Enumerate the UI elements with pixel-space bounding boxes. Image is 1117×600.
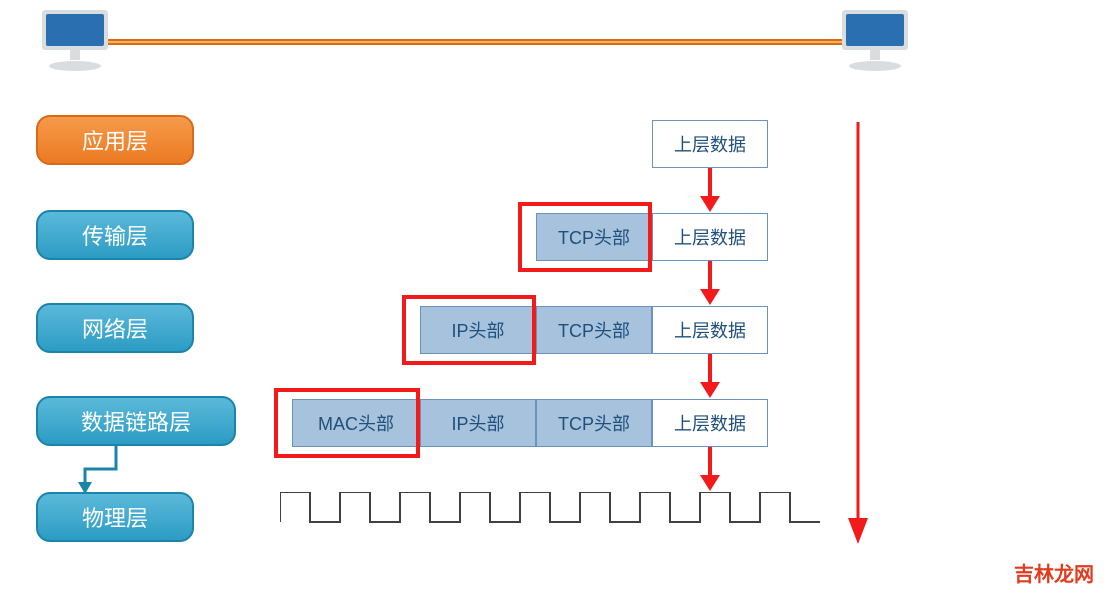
- physical-signal: [280, 492, 824, 526]
- packet-data: 上层数据: [652, 213, 768, 261]
- packet-label: 上层数据: [674, 131, 746, 157]
- packet-header: TCP头部: [536, 213, 652, 261]
- packet-label: 上层数据: [674, 317, 746, 343]
- encapsulation-arrow: [698, 168, 722, 214]
- packet-label: IP头部: [451, 410, 504, 436]
- watermark-text: 吉林龙网: [1014, 558, 1094, 587]
- link-to-phy-connector: [0, 0, 260, 600]
- packet-header: IP头部: [420, 399, 536, 447]
- packet-header: IP头部: [420, 306, 536, 354]
- packet-header: MAC头部: [292, 399, 420, 447]
- packet-label: 上层数据: [674, 224, 746, 250]
- packet-header: TCP头部: [536, 399, 652, 447]
- packet-data: 上层数据: [652, 306, 768, 354]
- packet-label: IP头部: [451, 317, 504, 343]
- encapsulation-arrow: [698, 354, 722, 400]
- packet-data: 上层数据: [652, 120, 768, 168]
- encapsulation-arrow: [698, 261, 722, 307]
- big-down-arrow: [842, 122, 874, 544]
- packet-label: TCP头部: [558, 317, 630, 343]
- packet-header: TCP头部: [536, 306, 652, 354]
- packet-label: TCP头部: [558, 410, 630, 436]
- packet-data: 上层数据: [652, 399, 768, 447]
- packet-label: MAC头部: [318, 410, 394, 436]
- packet-label: 上层数据: [674, 410, 746, 436]
- packet-label: TCP头部: [558, 224, 630, 250]
- monitor-right: [838, 8, 912, 77]
- encapsulation-arrow: [698, 447, 722, 493]
